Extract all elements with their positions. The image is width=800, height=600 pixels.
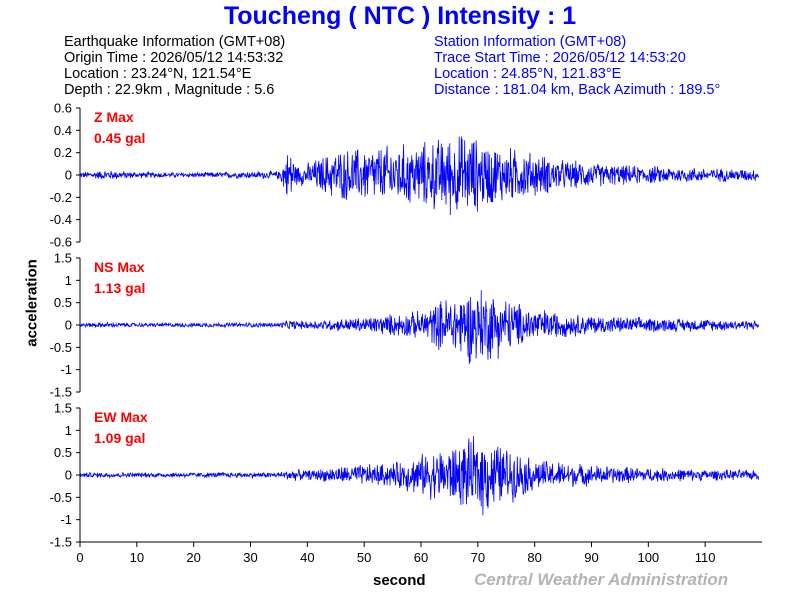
y-tick-label-ns: 1.5	[54, 251, 72, 266]
y-tick-label-ns: 0.5	[54, 295, 72, 310]
x-tick-label: 90	[584, 550, 598, 565]
x-tick-label: 70	[471, 550, 485, 565]
depth-magnitude: Depth : 22.9km , Magnitude : 5.6	[64, 82, 275, 98]
station-info: Station Information (GMT+08) Trace Start…	[434, 34, 720, 98]
y-tick-label-ew: -1.5	[50, 535, 72, 550]
component-label-ns: NS Max	[94, 259, 145, 275]
waveform-z	[79, 136, 759, 216]
y-tick-label-z: -0.6	[50, 235, 72, 250]
y-tick-label-z: 0	[65, 168, 72, 183]
waveform-ns	[79, 290, 759, 365]
x-tick-label: 50	[357, 550, 371, 565]
station-info-heading: Station Information (GMT+08)	[434, 34, 627, 50]
x-tick-label: 0	[76, 550, 83, 565]
y-tick-label-ns: -0.5	[50, 340, 72, 355]
station-location: Location : 24.85°N, 121.83°E	[434, 66, 622, 82]
component-label-z: Z Max	[94, 109, 134, 125]
x-tick-label: 110	[695, 550, 716, 565]
y-tick-label-z: 0.2	[54, 145, 72, 160]
y-tick-label-z: -0.2	[50, 190, 72, 205]
waveform-ew	[79, 435, 759, 516]
y-tick-label-ns: 1	[65, 273, 72, 288]
y-tick-label-ew: 1.5	[54, 401, 72, 416]
max-value-ew: 1.09 gal	[94, 430, 145, 446]
max-value-ns: 1.13 gal	[94, 280, 145, 296]
earthquake-info-heading: Earthquake Information (GMT+08)	[64, 34, 286, 50]
x-tick-label: 20	[186, 550, 200, 565]
y-tick-label-ns: -1	[60, 362, 72, 377]
component-label-ew: EW Max	[94, 409, 148, 425]
x-axis-label: second	[373, 572, 426, 589]
y-tick-label-ew: -0.5	[50, 490, 72, 505]
x-tick-label: 10	[130, 550, 144, 565]
credit-text: Central Weather Administration	[474, 570, 729, 589]
x-tick-label: 100	[637, 550, 659, 565]
page-title: Toucheng ( NTC ) Intensity : 1	[223, 2, 577, 30]
y-tick-label-z: 0.6	[54, 101, 72, 116]
distance-azimuth: Distance : 181.04 km, Back Azimuth : 189…	[434, 82, 721, 98]
x-tick-label: 60	[414, 550, 428, 565]
x-tick-label: 40	[300, 550, 314, 565]
epicenter-location: Location : 23.24°N, 121.54°E	[64, 66, 252, 82]
x-tick-label: 80	[527, 550, 541, 565]
y-tick-label-ew: -1	[60, 512, 72, 527]
y-tick-label-ew: 0.5	[54, 445, 72, 460]
y-tick-label-ns: -1.5	[50, 385, 72, 400]
y-tick-label-z: 0.4	[54, 123, 72, 138]
y-tick-label-ew: 0	[65, 468, 72, 483]
trace-start-time: Trace Start Time : 2026/05/12 14:53:20	[434, 50, 686, 66]
y-tick-label-ew: 1	[65, 423, 72, 438]
origin-time: Origin Time : 2026/05/12 14:53:32	[64, 50, 284, 66]
y-tick-label-ns: 0	[65, 318, 72, 333]
earthquake-info: Earthquake Information (GMT+08) Origin T…	[64, 34, 285, 98]
y-tick-label-z: -0.4	[50, 212, 72, 227]
max-value-z: 0.45 gal	[94, 130, 145, 146]
x-tick-label: 30	[243, 550, 257, 565]
